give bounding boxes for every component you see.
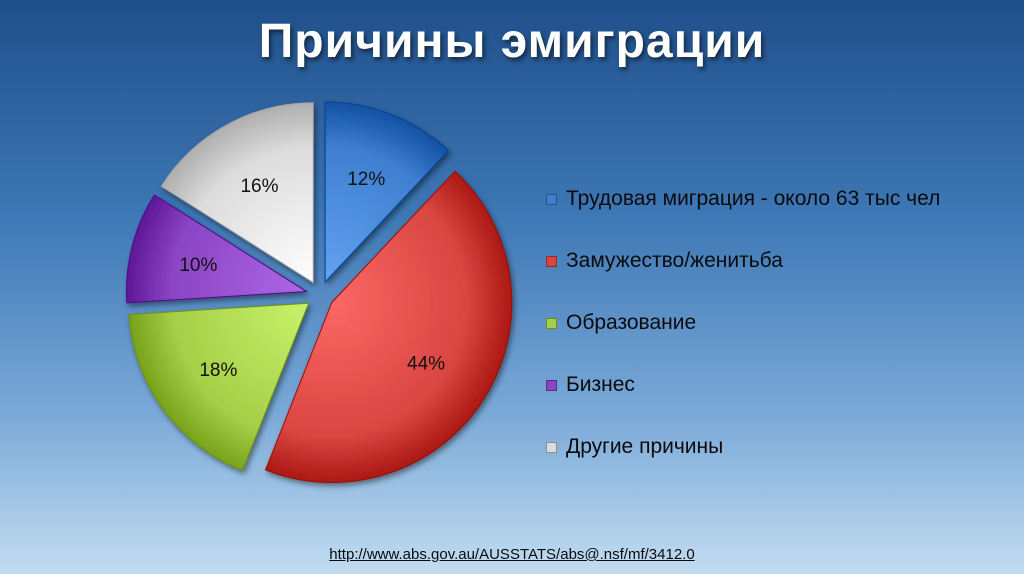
slice-value-label: 10% xyxy=(179,255,217,276)
pie-slice xyxy=(264,170,513,483)
legend-label: Другие причины xyxy=(566,435,724,458)
legend-color-swatch xyxy=(546,379,557,391)
slide-title: Причины эмиграции xyxy=(258,15,766,68)
legend-label: Образование xyxy=(566,311,697,334)
legend-color-swatch xyxy=(546,317,557,329)
pie-slice xyxy=(125,194,309,304)
legend-item: Трудовая миграция - около 63 тыс чел xyxy=(546,168,940,230)
legend-color-swatch xyxy=(546,255,557,267)
legend-label: Трудовая миграция - около 63 тыс чел xyxy=(566,187,941,210)
chart-legend: Трудовая миграция - около 63 тыс чел Заму… xyxy=(546,168,940,478)
pie-slice xyxy=(128,302,310,472)
pie-slice xyxy=(160,102,314,284)
slice-value-label: 18% xyxy=(199,360,237,381)
legend-item: Образование xyxy=(546,292,940,354)
source-link[interactable]: http://www.abs.gov.au/AUSSTATS/abs@.nsf/… xyxy=(329,546,695,563)
slice-value-label: 44% xyxy=(407,353,445,374)
legend-item: Другие причины xyxy=(546,416,940,478)
slice-value-label: 12% xyxy=(347,169,385,190)
legend-color-swatch xyxy=(546,193,557,205)
legend-label: Бизнес xyxy=(566,373,635,396)
pie-slice xyxy=(324,101,450,284)
legend-label: Замужество/женитьба xyxy=(566,249,783,272)
legend-color-swatch xyxy=(546,441,557,453)
legend-item: Замужество/женитьба xyxy=(546,230,940,292)
legend-item: Бизнес xyxy=(546,354,940,416)
slice-value-label: 16% xyxy=(240,176,278,197)
